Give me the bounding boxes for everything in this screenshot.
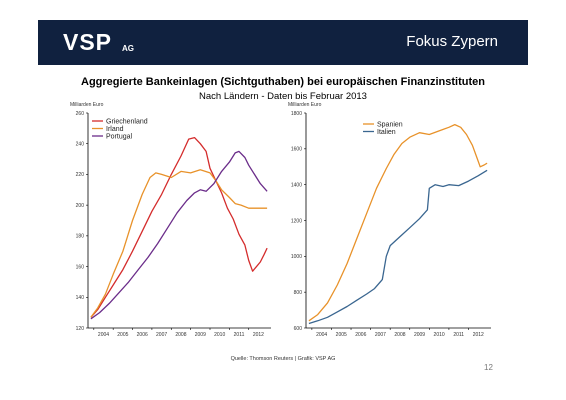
y-tick-label: 200 <box>76 203 85 209</box>
page-number: 12 <box>484 363 493 372</box>
vsp-logo-sub: AG <box>122 44 134 53</box>
x-tick-label: 2006 <box>355 332 366 338</box>
series-line-griechenland <box>90 136 268 318</box>
chart-left: Milliarden Euro 120 140 160 180 200 220 240 260 2… <box>70 102 271 338</box>
x-tick-label: 2007 <box>375 332 386 338</box>
y-tick-label: 800 <box>294 290 303 296</box>
vsp-logo: VSP <box>63 29 113 55</box>
x-tick-label: 2008 <box>394 332 405 338</box>
slide-subtitle: Nach Ländern - Daten bis Februar 2013 <box>199 91 367 102</box>
y-axis-label: Milliarden Euro <box>70 102 104 108</box>
chart-right: Milliarden Euro 600 800 1000 1200 1400 1600 180… <box>288 102 491 338</box>
y-tick-label: 1600 <box>291 147 302 153</box>
series-line-irland <box>90 169 268 318</box>
x-tick-label: 2012 <box>253 332 264 338</box>
header-title: Fokus Zypern <box>406 33 498 50</box>
x-tick-label: 2004 <box>316 332 327 338</box>
x-tick-label: 2008 <box>175 332 186 338</box>
y-tick-label: 220 <box>76 172 85 178</box>
slide-title: Aggregierte Bankeinlagen (Sichtguthaben)… <box>81 76 485 88</box>
y-tick-label: 120 <box>76 326 85 332</box>
x-tick-label: 2010 <box>434 332 445 338</box>
x-tick-label: 2011 <box>453 332 464 338</box>
y-tick-label: 600 <box>294 326 303 332</box>
series-line-italien <box>308 169 488 325</box>
x-tick-label: 2012 <box>473 332 484 338</box>
slide-header: VSP AG Fokus Zypern <box>38 20 528 65</box>
x-tick-label: 2009 <box>414 332 425 338</box>
legend-label-griechenland: Griechenland <box>106 118 148 125</box>
x-tick-label: 2005 <box>336 332 347 338</box>
y-tick-label: 1800 <box>291 111 302 117</box>
x-tick-label: 2006 <box>137 332 148 338</box>
x-tick-label: 2007 <box>156 332 167 338</box>
y-tick-label: 1000 <box>291 254 302 260</box>
y-tick-label: 260 <box>76 111 85 117</box>
y-tick-label: 180 <box>76 234 85 240</box>
x-tick-label: 2005 <box>117 332 128 338</box>
y-tick-label: 1400 <box>291 182 302 188</box>
legend-label-irland: Irland <box>106 126 124 133</box>
y-tick-label: 160 <box>76 264 85 270</box>
y-tick-label: 140 <box>76 295 85 301</box>
x-tick-label: 2009 <box>195 332 206 338</box>
series-line-spanien <box>308 123 488 322</box>
x-tick-label: 2010 <box>214 332 225 338</box>
x-tick-label: 2011 <box>234 332 245 338</box>
y-tick-label: 240 <box>76 142 85 148</box>
y-axis-label: Milliarden Euro <box>288 102 322 108</box>
y-tick-label: 1200 <box>291 218 302 224</box>
source-note: Quelle: Thomson Reuters | Grafik: VSP AG <box>230 356 336 362</box>
legend-label-italien: Italien <box>377 129 396 136</box>
legend-label-portugal: Portugal <box>106 133 133 140</box>
series-line-portugal <box>90 150 268 320</box>
x-tick-label: 2004 <box>98 332 109 338</box>
legend-label-spanien: Spanien <box>377 121 403 128</box>
